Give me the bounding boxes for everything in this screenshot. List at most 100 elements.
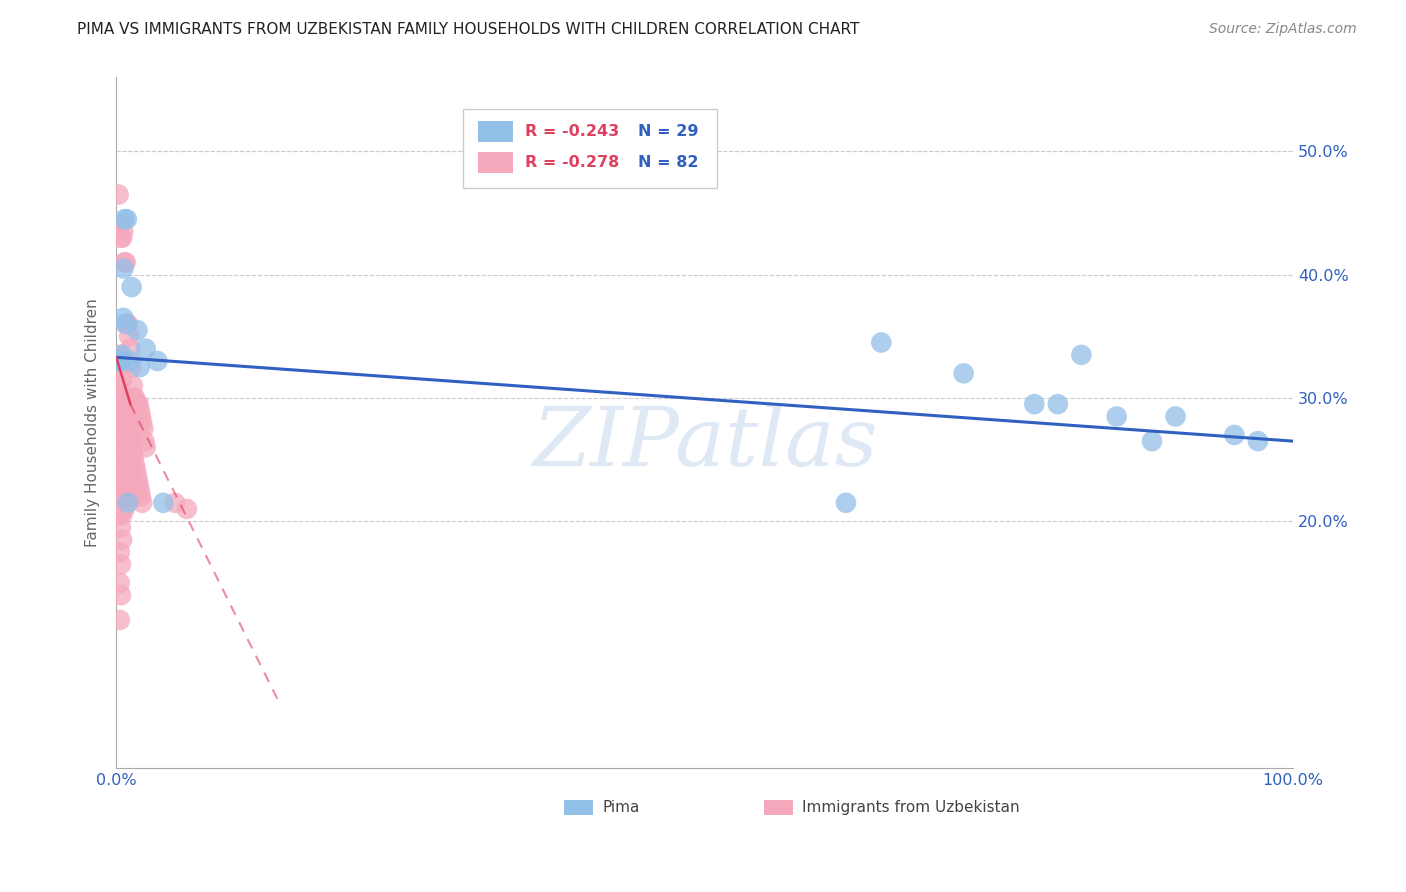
- Point: [112, 310, 135, 325]
- Point: [108, 477, 131, 491]
- Point: [114, 403, 136, 417]
- Point: [870, 335, 893, 350]
- Point: [120, 490, 142, 504]
- Point: [110, 230, 132, 244]
- Point: [111, 372, 134, 386]
- Point: [111, 348, 134, 362]
- Point: [128, 477, 150, 491]
- Point: [1070, 348, 1092, 362]
- Point: [111, 446, 134, 460]
- Point: [121, 360, 143, 375]
- Point: [115, 422, 138, 436]
- Bar: [478, 121, 513, 142]
- Point: [120, 354, 142, 368]
- Point: [1164, 409, 1187, 424]
- Point: [114, 440, 136, 454]
- Point: [108, 508, 131, 522]
- Point: [117, 422, 139, 436]
- Point: [108, 613, 131, 627]
- Point: [112, 391, 135, 405]
- Point: [111, 533, 134, 547]
- Point: [114, 490, 136, 504]
- Y-axis label: Family Households with Children: Family Households with Children: [86, 298, 100, 547]
- Point: [1046, 397, 1069, 411]
- Point: [110, 588, 132, 602]
- Text: N = 29: N = 29: [638, 124, 699, 139]
- Text: R = -0.278: R = -0.278: [524, 155, 619, 169]
- Point: [118, 428, 141, 442]
- Point: [112, 225, 135, 239]
- Point: [117, 434, 139, 449]
- Text: Immigrants from Uzbekistan: Immigrants from Uzbekistan: [803, 800, 1019, 814]
- Point: [117, 317, 139, 331]
- FancyBboxPatch shape: [464, 109, 717, 188]
- Bar: [564, 799, 593, 814]
- Point: [131, 416, 153, 430]
- Point: [114, 502, 136, 516]
- Point: [115, 317, 138, 331]
- Point: [114, 317, 136, 331]
- Point: [114, 428, 136, 442]
- Point: [120, 434, 142, 449]
- Point: [112, 416, 135, 430]
- Point: [124, 458, 146, 473]
- Point: [135, 342, 157, 356]
- Point: [110, 360, 132, 375]
- Point: [134, 434, 156, 449]
- Point: [108, 354, 131, 368]
- Point: [129, 490, 152, 504]
- Point: [124, 391, 146, 405]
- Point: [1223, 428, 1246, 442]
- Point: [127, 323, 149, 337]
- Point: [128, 360, 150, 375]
- Point: [1105, 409, 1128, 424]
- Point: [131, 496, 153, 510]
- Point: [108, 545, 131, 559]
- Point: [115, 452, 138, 467]
- Point: [108, 416, 131, 430]
- Text: ZIPatlas: ZIPatlas: [531, 403, 877, 483]
- Point: [114, 212, 136, 227]
- Point: [118, 477, 141, 491]
- Point: [110, 428, 132, 442]
- Point: [114, 255, 136, 269]
- Point: [108, 354, 131, 368]
- Point: [110, 558, 132, 572]
- Point: [127, 397, 149, 411]
- Point: [121, 378, 143, 392]
- Text: Pima: Pima: [602, 800, 640, 814]
- Point: [115, 416, 138, 430]
- Point: [1140, 434, 1163, 449]
- Bar: [763, 799, 793, 814]
- Point: [1024, 397, 1046, 411]
- Point: [111, 471, 134, 485]
- Point: [120, 342, 142, 356]
- Point: [108, 348, 131, 362]
- Point: [111, 508, 134, 522]
- Point: [111, 403, 134, 417]
- Text: N = 82: N = 82: [638, 155, 699, 169]
- Point: [128, 397, 150, 411]
- Point: [146, 354, 169, 368]
- Point: [110, 458, 132, 473]
- Point: [108, 576, 131, 591]
- Point: [121, 440, 143, 454]
- Point: [117, 465, 139, 479]
- Bar: [478, 152, 513, 173]
- Point: [114, 397, 136, 411]
- Text: Source: ZipAtlas.com: Source: ZipAtlas.com: [1209, 22, 1357, 37]
- Point: [114, 397, 136, 411]
- Point: [125, 465, 148, 479]
- Point: [121, 446, 143, 460]
- Point: [112, 458, 135, 473]
- Point: [835, 496, 858, 510]
- Point: [152, 496, 174, 510]
- Point: [115, 212, 138, 227]
- Point: [108, 446, 131, 460]
- Point: [112, 261, 135, 276]
- Point: [122, 391, 145, 405]
- Point: [121, 280, 143, 294]
- Point: [127, 471, 149, 485]
- Point: [952, 367, 974, 381]
- Point: [107, 187, 129, 202]
